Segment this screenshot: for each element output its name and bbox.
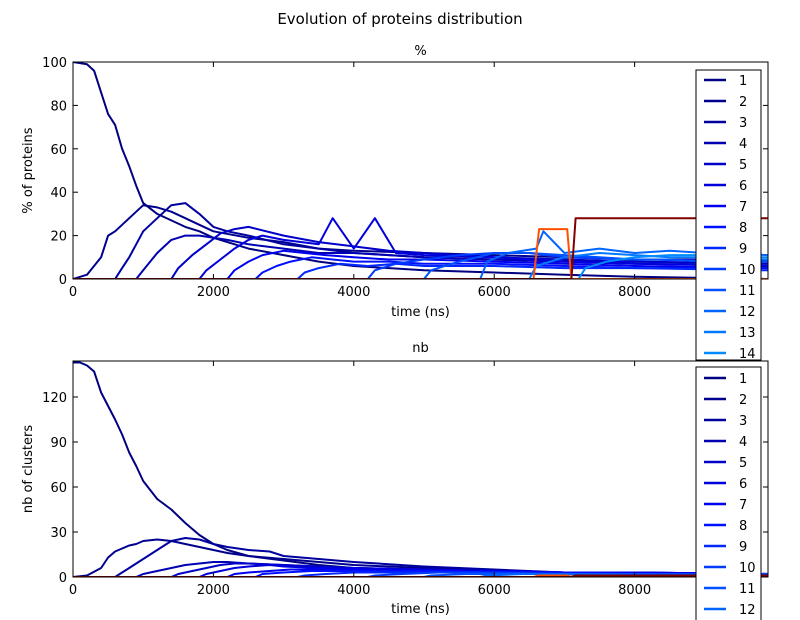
- y-axis-label: % of proteins: [21, 127, 36, 213]
- series-line-7: [73, 249, 768, 279]
- legend-label-2: 2: [739, 393, 747, 408]
- legend-label-6: 6: [739, 179, 747, 194]
- series-line-6: [73, 217, 768, 279]
- legend-label-4: 4: [739, 137, 747, 152]
- x-tick-label: 4000: [337, 285, 370, 300]
- y-tick-label: 60: [50, 143, 67, 158]
- legend-label-1: 1: [739, 372, 747, 387]
- legend-label-9: 9: [739, 242, 747, 257]
- subplot-title: %: [414, 44, 426, 59]
- y-axis-label: nb of clusters: [21, 425, 36, 513]
- series-line-11: [73, 252, 768, 279]
- legend-label-11: 11: [739, 582, 756, 597]
- subplot-title: nb: [412, 341, 429, 356]
- series-line-10: [73, 252, 768, 279]
- x-tick-label: 8000: [618, 285, 651, 300]
- legend-label-2: 2: [739, 95, 747, 110]
- x-axis-label: time (ns): [391, 305, 450, 320]
- x-tick-label: 0: [69, 583, 77, 598]
- axes-frame: [72, 360, 769, 578]
- x-tick-label: 2000: [197, 583, 230, 598]
- legend-label-5: 5: [739, 456, 747, 471]
- legend-label-10: 10: [739, 561, 756, 576]
- series-line-12: [73, 230, 768, 279]
- series-line-9: [73, 262, 768, 279]
- y-tick-label: 60: [50, 481, 67, 496]
- legend-label-13: 13: [739, 326, 756, 341]
- series-line-unlabeled: [73, 217, 768, 279]
- x-tick-label: 6000: [478, 583, 511, 598]
- series-lines: [73, 62, 768, 279]
- figure-title: Evolution of proteins distribution: [277, 10, 522, 28]
- x-tick-label: 0: [69, 285, 77, 300]
- series-lines: [73, 361, 768, 577]
- legend-box: [695, 366, 762, 620]
- series-line-unlabeled: [73, 574, 768, 577]
- y-tick-label: 0: [59, 571, 67, 586]
- series-line-8: [73, 256, 768, 279]
- series-line-unlabeled: [73, 228, 768, 279]
- x-tick-label: 2000: [197, 285, 230, 300]
- series-line-13: [73, 252, 768, 279]
- series-line-2: [73, 538, 768, 577]
- series-line-1: [73, 62, 768, 279]
- legend-label-5: 5: [739, 158, 747, 173]
- x-tick-label: 4000: [337, 583, 370, 598]
- y-tick-label: 120: [42, 391, 67, 406]
- legend-label-12: 12: [739, 305, 756, 320]
- subplot-1: % 0 2000 4000 6000 8000 0 20 40 60 80 100 time (ns)%…: [21, 44, 769, 362]
- legend-label-3: 3: [739, 414, 747, 429]
- legend-label-6: 6: [739, 477, 747, 492]
- legend-label-11: 11: [739, 284, 756, 299]
- legend-label-10: 10: [739, 263, 756, 278]
- y-tick-label: 20: [50, 230, 67, 245]
- series-line-5: [73, 225, 768, 279]
- legend-label-1: 1: [739, 74, 747, 89]
- legend-label-14: 14: [739, 347, 756, 362]
- series-line-3: [73, 537, 768, 577]
- legend-label-12: 12: [739, 603, 756, 618]
- subplot-2: nb 0 2000 4000 6000 8000 0 30 60 90 120 time (ns) nb…: [21, 341, 769, 620]
- y-tick-label: 40: [50, 186, 67, 201]
- x-tick-label: 8000: [618, 583, 651, 598]
- legend-label-7: 7: [739, 498, 747, 513]
- y-tick-label: 80: [50, 99, 67, 114]
- series-line-1: [73, 361, 768, 577]
- series-line-unlabeled: [73, 574, 768, 577]
- y-tick-label: 30: [50, 526, 67, 541]
- x-tick-label: 6000: [478, 285, 511, 300]
- legend-label-4: 4: [739, 435, 747, 450]
- axes-frame: [72, 61, 769, 280]
- legend-label-8: 8: [739, 221, 747, 236]
- legend-label-3: 3: [739, 116, 747, 131]
- y-tick-label: 0: [59, 273, 67, 288]
- legend-label-7: 7: [739, 200, 747, 215]
- y-tick-label: 100: [42, 56, 67, 71]
- legend-label-8: 8: [739, 519, 747, 534]
- x-axis-label: time (ns): [391, 602, 450, 617]
- y-tick-label: 90: [50, 436, 67, 451]
- legend-label-9: 9: [739, 540, 747, 555]
